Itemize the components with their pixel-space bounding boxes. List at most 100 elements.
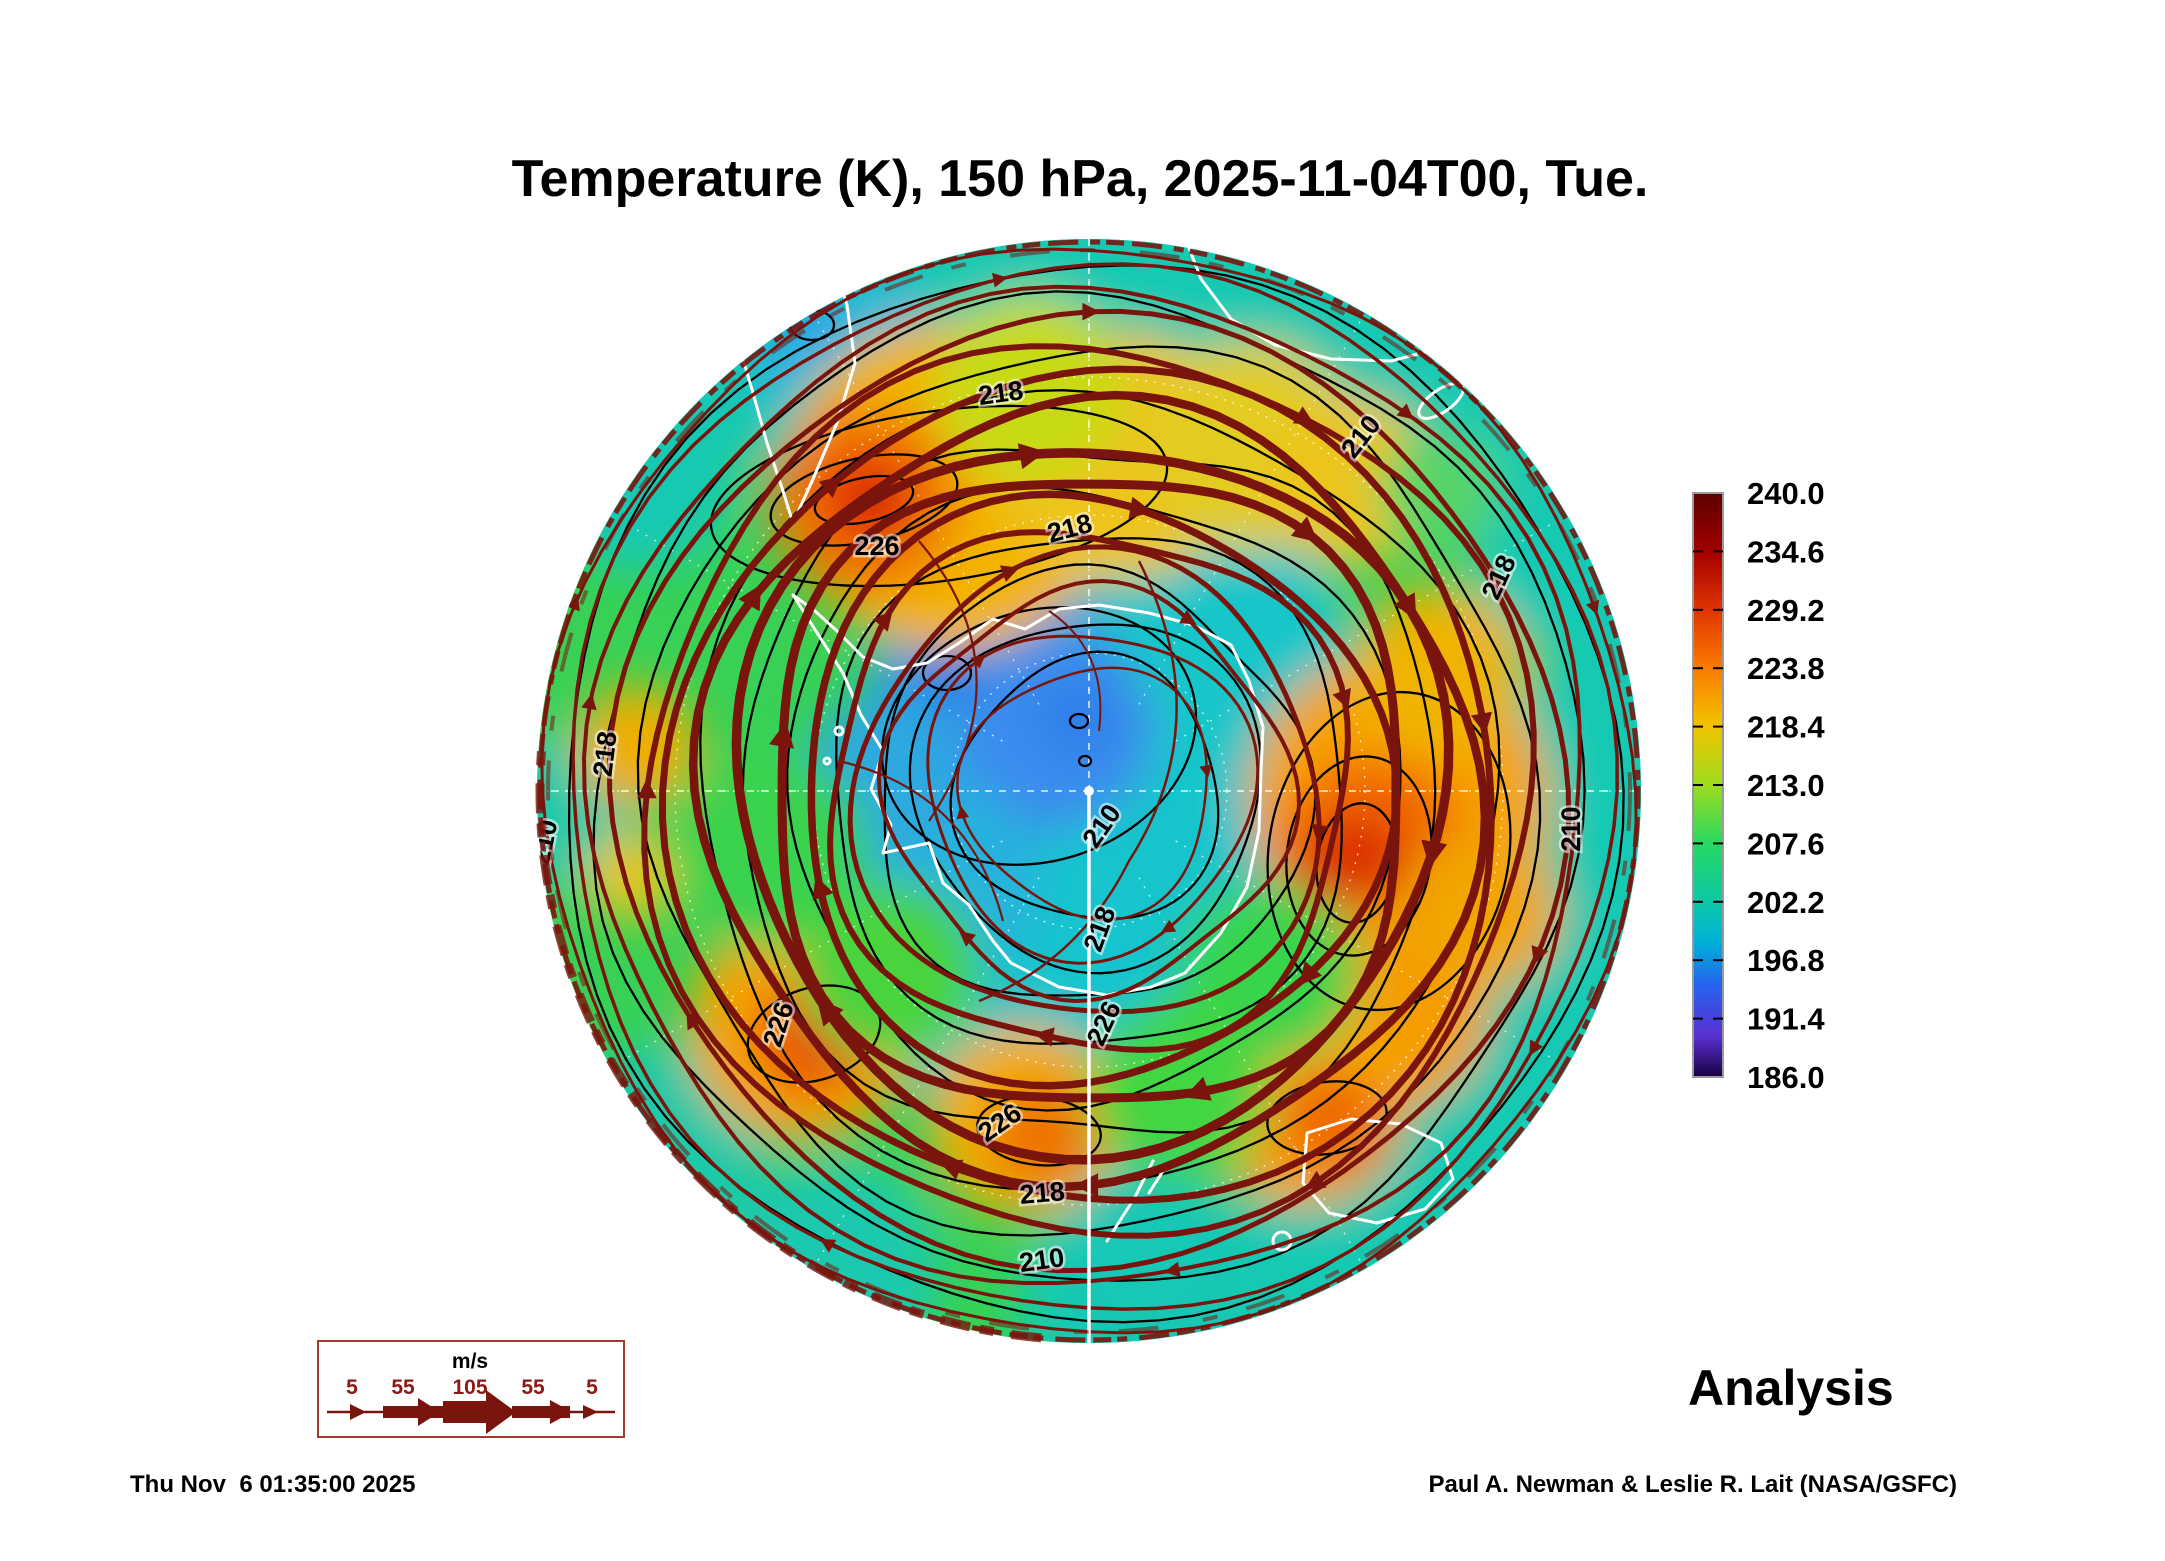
contour-closed (813, 474, 915, 526)
temperature-contours (567, 264, 1625, 1324)
streamline-arrowhead (819, 1238, 837, 1253)
streamline-ring (847, 544, 1322, 1015)
wind-legend-tick-label: 5 (346, 1376, 358, 1399)
contour-closed (1077, 754, 1093, 768)
field-blob (1509, 641, 1641, 861)
streamline-arrowhead (872, 610, 893, 632)
analysis-label: Analysis (1688, 1360, 1894, 1416)
colorbar-tick-label: 186.0 (1747, 1060, 1825, 1095)
colorbar-tick-label: 207.6 (1747, 826, 1825, 861)
contour-ring (883, 563, 1317, 997)
streamline-arrowhead (1082, 302, 1100, 321)
contour-label: 218 (1018, 1176, 1066, 1210)
colorbar-tick-label: 213.0 (1747, 768, 1825, 803)
colorbar-tick-label: 234.6 (1747, 534, 1825, 569)
streamline-ring (827, 529, 1351, 1053)
wind-legend-arrow (327, 1390, 615, 1434)
streamline-arrowhead (992, 272, 1008, 288)
contour-closed (1266, 690, 1512, 1012)
streamline-arrowhead (1290, 516, 1319, 543)
field-blob (1297, 811, 1413, 927)
streamline-ring (956, 666, 1208, 922)
wind-legend-tick-label: 55 (521, 1376, 545, 1399)
contour-ring (908, 623, 1262, 975)
contour-label: 210 (1017, 1242, 1066, 1278)
contour-label: 218 (587, 730, 622, 778)
streamline-arrowhead (1529, 1039, 1544, 1056)
streamline-arrowhead (1073, 1173, 1099, 1198)
page-title: Temperature (K), 150 hPa, 2025-11-04T00,… (512, 150, 1649, 208)
contour-closed (769, 453, 959, 547)
streamline-arrowhead (738, 584, 762, 612)
streamline-arrowhead (637, 778, 657, 799)
contour-ring (699, 389, 1501, 1191)
field-blob (539, 371, 739, 571)
streamline-arrowhead (581, 693, 597, 711)
coastline-island-1 (833, 725, 845, 737)
contour-closed (921, 654, 973, 692)
wind-legend-box (317, 1340, 625, 1438)
contour-ring (786, 486, 1402, 1112)
wind-legend-tick-label: 105 (452, 1376, 487, 1399)
colorbar-tick-label: 218.4 (1747, 710, 1825, 745)
streamline-arrowhead (1421, 839, 1448, 868)
streamline-ring (688, 390, 1490, 1192)
streamline-arrowhead (956, 805, 970, 820)
south-pole-marker (1084, 786, 1094, 796)
contour-ring (636, 345, 1542, 1237)
streamline-arrowhead (818, 475, 843, 498)
streamline-ring (582, 284, 1582, 1285)
streamline-arrowhead (1178, 609, 1197, 625)
wind-legend-tick-label: 5 (586, 1376, 598, 1399)
streamline-arrowhead (769, 721, 794, 749)
field-blob (1280, 1071, 1384, 1175)
streamline-arrowhead (1311, 823, 1329, 843)
colorbar-tick-label: 223.8 (1747, 651, 1825, 686)
streamline-arrowhead (1160, 919, 1177, 933)
contour-label: 210 (1556, 806, 1586, 851)
streamline-ring (571, 262, 1619, 1311)
colorbar-tick-labels: 240.0 234.6 229.2 223.8 218.4 213.0 207.6 202.2… (1747, 476, 1825, 1095)
contour-closed (1068, 712, 1090, 730)
field-blob (669, 751, 869, 951)
streamline-arrowhead (1332, 687, 1351, 710)
streamline-arrowhead (1396, 403, 1414, 420)
wind-legend-unit: m/s (452, 1350, 488, 1373)
colorbar: 240.0 234.6 229.2 223.8 218.4 213.0 207.6 202.2… (1692, 476, 1825, 1095)
streamline-ring (731, 448, 1454, 1165)
streamline-arrowhead (812, 875, 834, 901)
wind-streamlines (540, 247, 1638, 1335)
contour-ring (949, 650, 1220, 920)
wind-speed-legend: m/s 5 55 105 55 5 (317, 1340, 625, 1438)
creation-timestamp: Thu Nov 6 01:35:00 2025 (130, 1471, 415, 1498)
wind-legend-tick-label: 55 (391, 1376, 415, 1399)
coastline-antarctica (791, 593, 1265, 997)
coastline-australia (1301, 1117, 1455, 1225)
streamline-arrowhead (1299, 961, 1323, 986)
map-rim (535, 239, 1641, 1343)
streamline-ring (659, 365, 1495, 1204)
streamline-arrowhead (1586, 599, 1600, 616)
contour-label: 226 (854, 531, 899, 561)
colorbar-tick-label: 196.8 (1747, 943, 1825, 978)
streamline-ring (777, 479, 1401, 1103)
credit-line: Paul A. Newman & Leslie R. Lait (NASA/GS… (1428, 1471, 1957, 1498)
streamline-arrowhead (1199, 764, 1213, 779)
coastline-africa (1182, 239, 1439, 363)
streamline-arrowhead (958, 930, 977, 947)
streamline-arrowhead (1470, 711, 1493, 735)
inner-streamers (838, 540, 1178, 1003)
colorbar-ticks (1693, 550, 1723, 1020)
contour-label: 218 (976, 375, 1025, 411)
streamline-arrowhead (1531, 945, 1549, 965)
colorbar-tick-label: 191.4 (1747, 1002, 1825, 1037)
colorbar-tick-label: 240.0 (1747, 476, 1825, 511)
streamline-arrowhead (1128, 496, 1153, 519)
wind-legend-tick-labels: 5 55 105 55 5 (346, 1376, 598, 1399)
streamline-arrowhead (686, 1010, 703, 1031)
streamline-arrowhead (1183, 1076, 1212, 1101)
colorbar-tick-label: 202.2 (1747, 885, 1825, 920)
